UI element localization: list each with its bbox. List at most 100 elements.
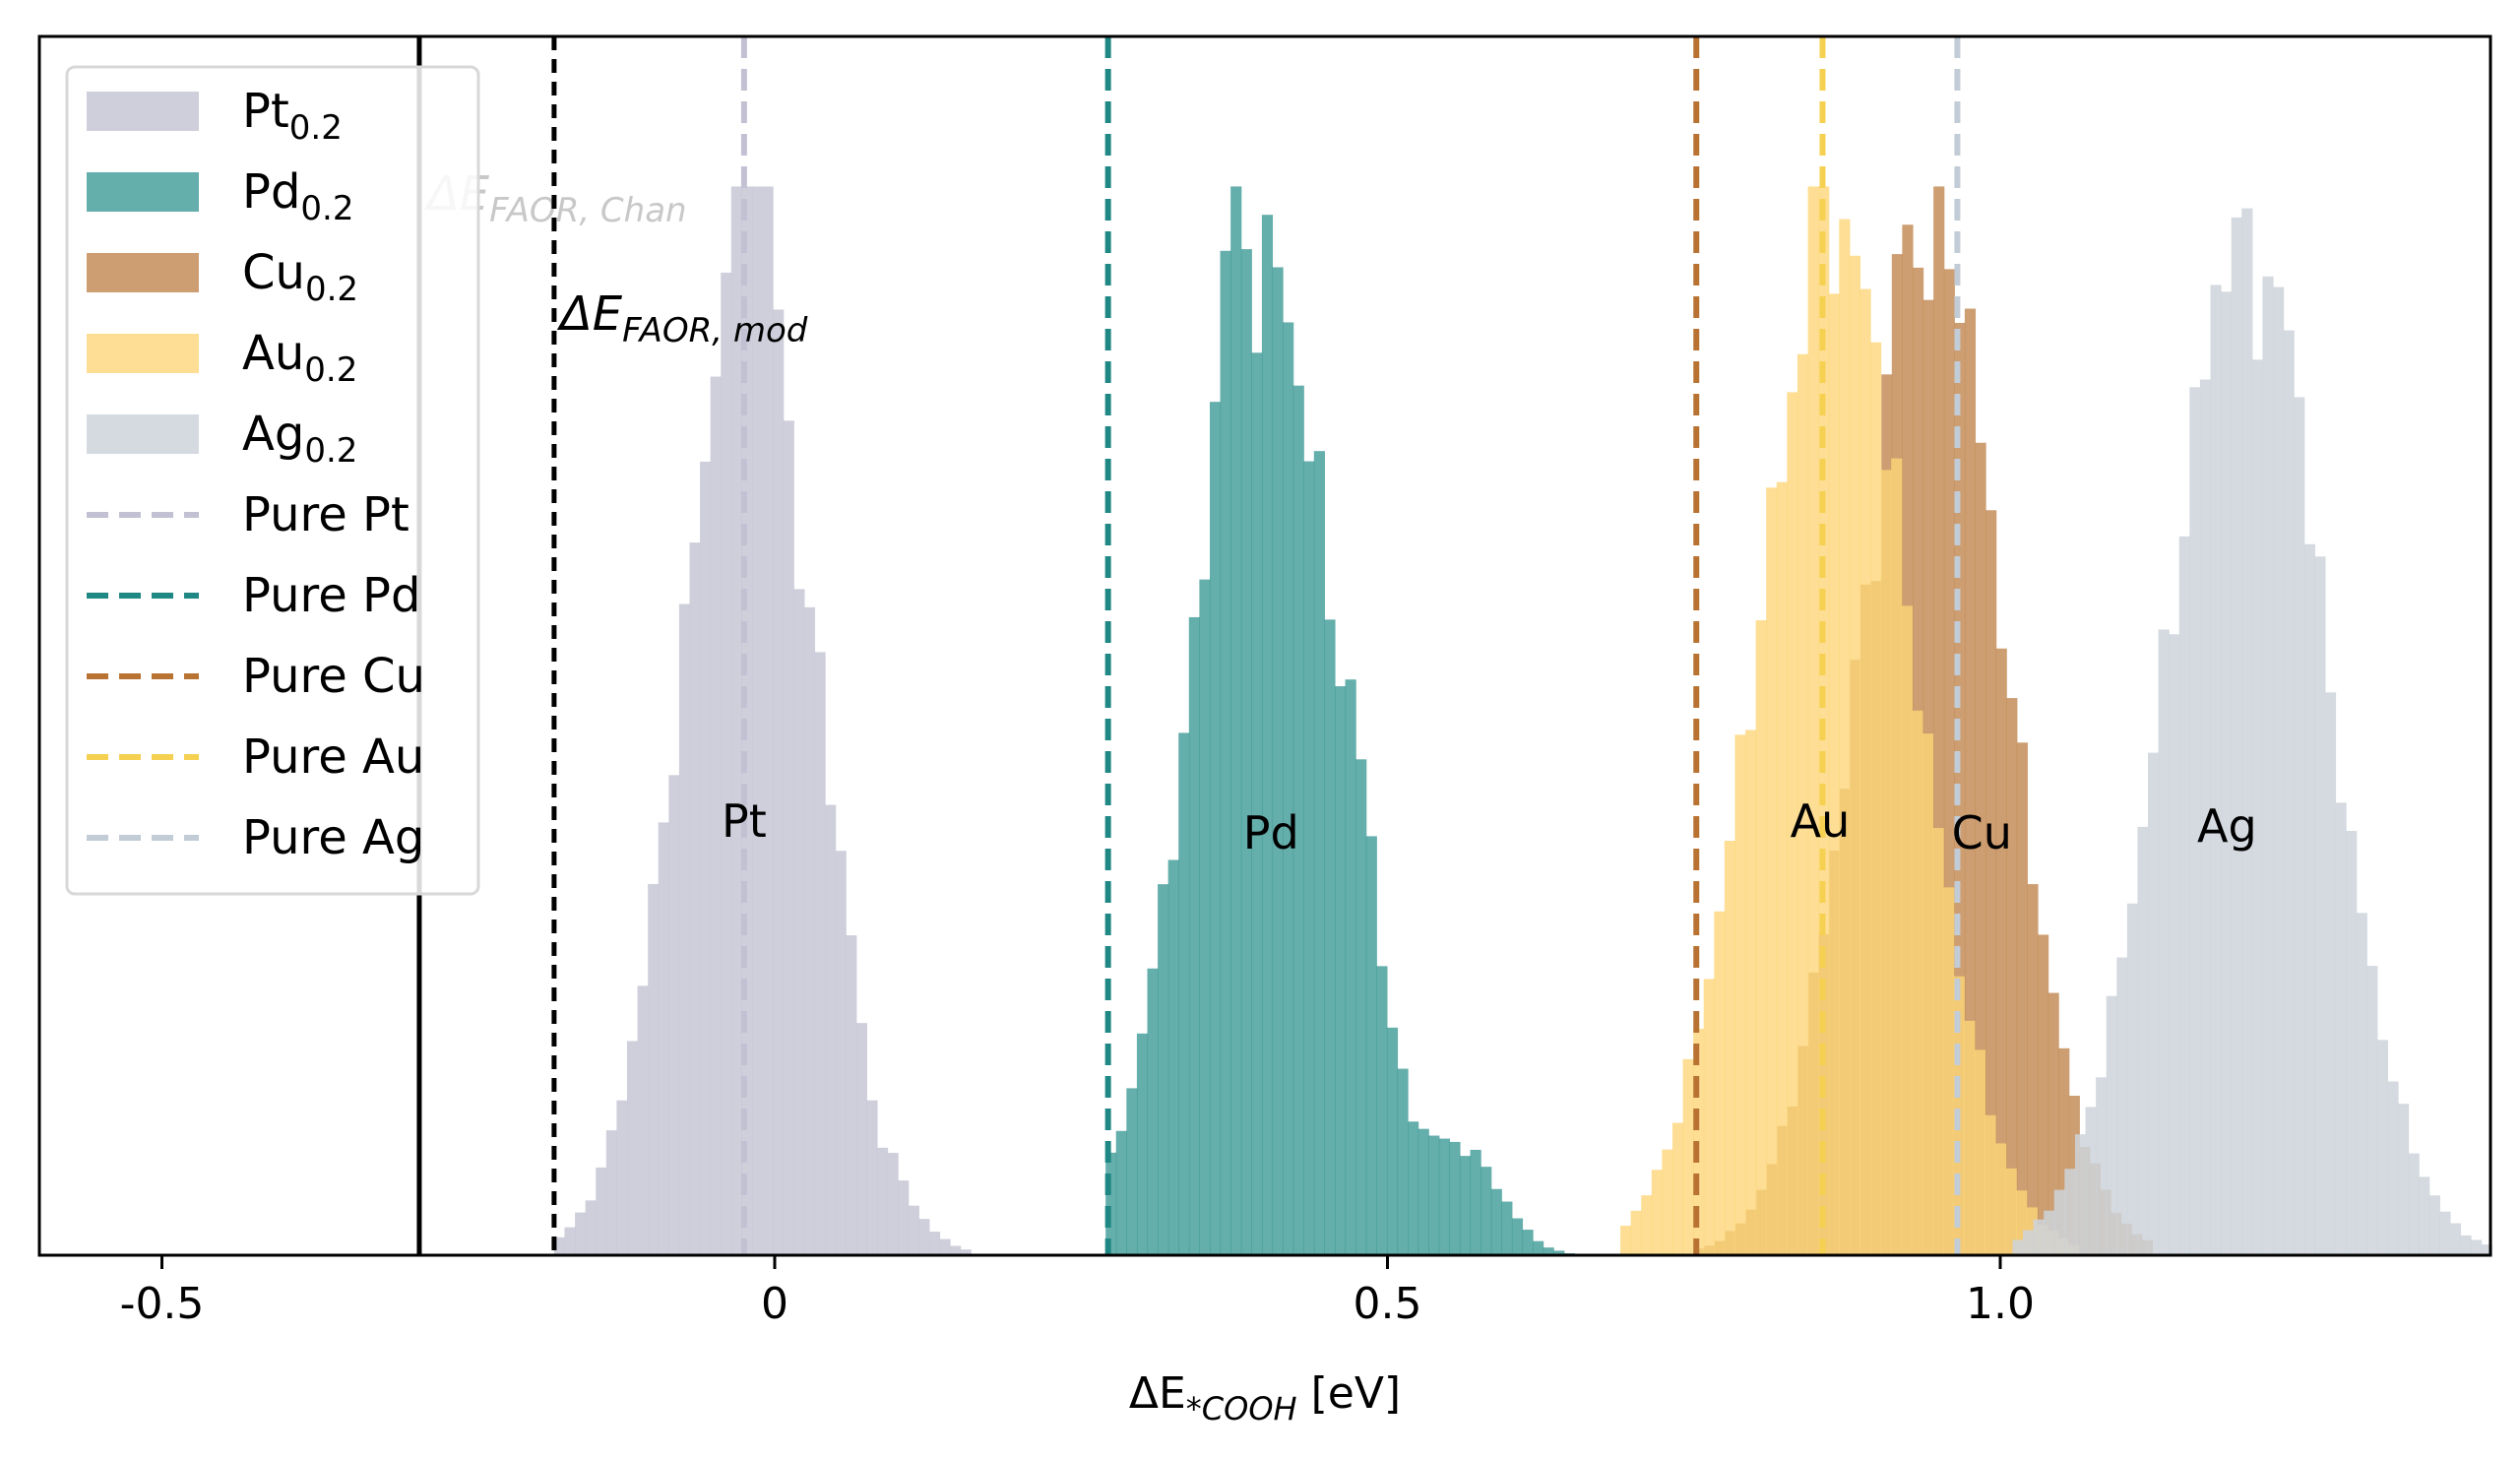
histogram-bar xyxy=(918,1219,930,1255)
histogram-bar xyxy=(1975,442,1986,1256)
histogram-bar xyxy=(678,603,691,1255)
x-tick-label: -0.5 xyxy=(120,1279,205,1329)
legend-patch-au xyxy=(87,334,199,373)
histogram-bar xyxy=(1745,730,1757,1255)
histogram-bar xyxy=(2012,1239,2024,1255)
histogram-bar xyxy=(1932,828,1944,1255)
histogram-bar xyxy=(1418,1128,1429,1255)
histogram-bar xyxy=(793,589,805,1255)
histogram-bar xyxy=(1386,1027,1399,1255)
histogram-bar xyxy=(1984,1114,1996,1255)
histogram-bar xyxy=(1671,1122,1684,1255)
histogram-bar xyxy=(1428,1135,1440,1255)
legend-label-pd: Pd0.2 xyxy=(242,164,354,228)
x-tick-label: 0.5 xyxy=(1354,1279,1422,1329)
histogram-bar xyxy=(1870,342,1882,1256)
histogram-bar xyxy=(898,1180,910,1255)
histogram-bar xyxy=(1105,1152,1117,1255)
histogram-pd xyxy=(1105,186,1575,1256)
histogram-bar xyxy=(1995,1143,2007,1255)
histogram-bar xyxy=(960,1249,972,1255)
histogram-bar xyxy=(1755,620,1767,1255)
histogram-bar xyxy=(2074,1134,2087,1255)
histogram-bar xyxy=(1240,249,1252,1255)
histogram-bar xyxy=(658,822,669,1255)
histogram-bar xyxy=(1662,1149,1673,1255)
histogram-bar xyxy=(762,186,774,1255)
peak-label-cu: Cu xyxy=(1952,806,2012,859)
histogram-bar xyxy=(1313,451,1325,1255)
histogram-bar xyxy=(1292,385,1304,1255)
histogram-bar xyxy=(2044,1210,2055,1255)
histogram-bar xyxy=(1995,648,2007,1255)
histogram-bar xyxy=(908,1205,919,1255)
peak-label-pt: Pt xyxy=(722,794,767,848)
histogram-bar xyxy=(1126,1088,1138,1255)
histogram-bar xyxy=(2169,634,2180,1255)
histogram-bar xyxy=(2058,1047,2070,1255)
histogram-bar xyxy=(1828,293,1840,1255)
histogram-bar xyxy=(2016,1190,2028,1255)
histogram-bar xyxy=(1901,605,1913,1255)
histogram-bar xyxy=(1859,288,1871,1255)
histogram-bar xyxy=(1397,1068,1409,1255)
histogram-bar xyxy=(2053,1189,2065,1255)
histogram-bar xyxy=(2428,1195,2440,1255)
histogram-bar xyxy=(1807,186,1819,1255)
histogram-bar xyxy=(846,935,857,1255)
histogram-bar xyxy=(1796,353,1809,1255)
histogram-bar xyxy=(773,309,785,1255)
histogram-bar xyxy=(2199,379,2212,1255)
histogram-bar xyxy=(1136,1033,1149,1255)
histogram-bar xyxy=(2096,1077,2108,1255)
histogram-bar xyxy=(2314,556,2326,1255)
histogram-bar xyxy=(605,1130,617,1255)
legend-label-pure-ag: Pure Ag xyxy=(242,810,424,865)
histogram-bar xyxy=(575,1212,587,1255)
histogram-bar xyxy=(1490,1188,1502,1255)
plot-frame xyxy=(37,34,2492,1257)
histogram-bar xyxy=(1880,470,1892,1255)
x-axis-label: ΔE*COOH [eV] xyxy=(1129,1368,1401,1427)
histogram-bar xyxy=(1522,1230,1534,1255)
histogram-bar xyxy=(1703,979,1715,1255)
histogram-bar xyxy=(1651,1170,1663,1255)
histogram-bar xyxy=(1511,1218,1524,1255)
histogram-bar xyxy=(2335,802,2347,1255)
histogram-bar xyxy=(2346,830,2358,1255)
peak-label-pd: Pd xyxy=(1243,806,1299,859)
histogram-bar xyxy=(2221,291,2233,1255)
histogram-bar xyxy=(721,272,732,1255)
histogram-bar xyxy=(1543,1247,1554,1255)
histogram-bar xyxy=(2106,995,2117,1255)
histogram-bar xyxy=(2471,1239,2483,1255)
histogram-bar xyxy=(626,1041,639,1255)
histogram-bar xyxy=(2262,276,2274,1255)
histogram-bar xyxy=(2210,285,2222,1256)
x-tick-label: 0 xyxy=(761,1279,788,1329)
histogram-bar xyxy=(1964,1020,1976,1255)
histogram-bar xyxy=(1188,616,1200,1255)
histogram-bar xyxy=(1922,733,1934,1255)
histogram-bar xyxy=(2016,742,2028,1255)
histogram-bar xyxy=(1480,1167,1492,1255)
histogram-bar xyxy=(730,186,742,1255)
histogram-bar xyxy=(1630,1210,1642,1255)
legend-label-pure-au: Pure Au xyxy=(242,730,424,785)
histogram-bar xyxy=(1158,884,1169,1255)
histogram-bar xyxy=(1724,841,1736,1255)
histogram-bar xyxy=(1449,1141,1461,1255)
histogram-au xyxy=(1620,186,2080,1256)
histogram-bar xyxy=(835,851,847,1255)
legend-label-pure-pt: Pure Pt xyxy=(242,487,410,542)
histogram-bar xyxy=(1787,392,1798,1255)
histogram-bar xyxy=(1303,461,1315,1255)
histogram-bar xyxy=(1178,732,1190,1255)
histogram-bar xyxy=(1734,734,1746,1255)
histogram-bar xyxy=(2408,1153,2420,1255)
histogram-bar xyxy=(1199,579,1211,1255)
histogram-bar xyxy=(2481,1244,2492,1255)
histogram-bar xyxy=(2460,1235,2472,1255)
legend-label-au: Au0.2 xyxy=(242,326,357,390)
